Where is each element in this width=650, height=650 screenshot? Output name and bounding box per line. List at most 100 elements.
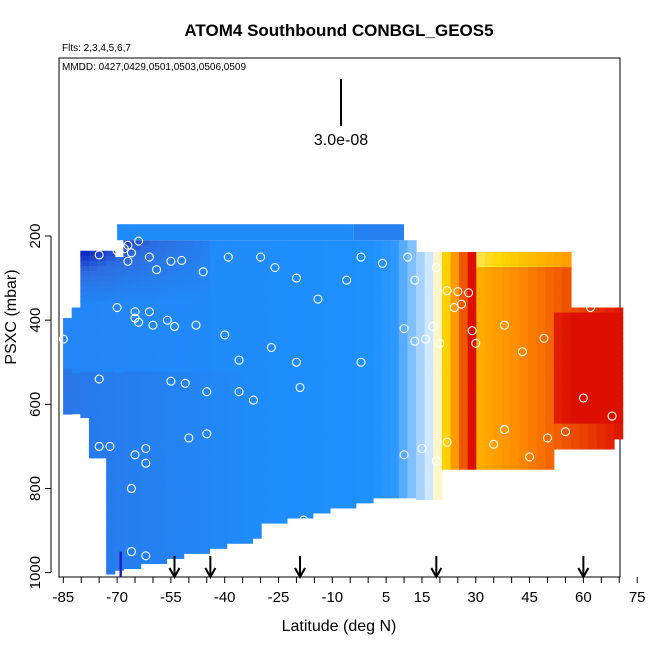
heatmap-cell: [519, 368, 529, 374]
heatmap-cell: [484, 327, 495, 334]
heatmap-cell: [527, 327, 538, 334]
heatmap-cell: [140, 416, 150, 423]
heatmap-cell: [106, 508, 116, 514]
heatmap-cell: [80, 376, 90, 383]
heatmap-cell: [140, 447, 150, 453]
heatmap-cell: [140, 295, 150, 302]
heatmap-cell: [450, 272, 460, 278]
heatmap-cell: [183, 250, 193, 256]
heatmap-cell: [416, 418, 426, 425]
heatmap-cell: [441, 327, 452, 334]
heatmap-cell: [123, 502, 133, 509]
heatmap-cell: [329, 305, 340, 312]
heatmap-cell: [235, 245, 245, 251]
heatmap-cell: [149, 371, 159, 378]
heatmap-cell: [519, 337, 529, 344]
x-tick-label: -55: [160, 589, 182, 606]
heatmap-cell: [140, 462, 150, 469]
heatmap-cell: [536, 443, 546, 450]
heatmap-cell: [312, 442, 322, 448]
heatmap-cell: [502, 383, 512, 389]
heatmap-cell: [536, 373, 546, 379]
heatmap-cell: [226, 315, 236, 322]
heatmap-cell: [80, 281, 90, 287]
heatmap-cell: [80, 306, 90, 312]
heatmap-cell: [484, 368, 495, 374]
heatmap-cell: [536, 277, 546, 283]
heatmap-cell: [536, 322, 546, 329]
heatmap-cell: [355, 351, 365, 357]
heatmap-cell: [321, 472, 331, 479]
heatmap-cell: [510, 368, 520, 374]
heatmap-cell: [545, 347, 555, 354]
heatmap-cell: [372, 452, 383, 458]
heatmap-cell: [467, 358, 477, 364]
heatmap-cell: [416, 423, 426, 430]
heatmap-cell: [321, 361, 331, 368]
heatmap-cell: [364, 285, 374, 292]
heatmap-cell: [519, 413, 529, 420]
heatmap-cell: [157, 315, 167, 322]
heatmap-cell: [192, 452, 202, 458]
heatmap-cell: [183, 310, 193, 317]
heatmap-cell: [312, 502, 322, 509]
heatmap-cell: [226, 310, 236, 317]
heatmap-cell: [226, 492, 236, 499]
heatmap-cell: [372, 305, 383, 312]
heatmap-cell: [175, 442, 185, 448]
heatmap-cell: [381, 381, 391, 388]
heatmap-cell: [243, 336, 254, 342]
heatmap-cell: [321, 437, 331, 443]
heatmap-cell: [527, 352, 538, 359]
heatmap-cell: [166, 356, 176, 362]
heatmap-cell: [88, 447, 99, 454]
heatmap-cell: [424, 292, 434, 299]
heatmap-cell: [510, 272, 520, 278]
heatmap-cell: [123, 452, 133, 458]
heatmap-cell: [192, 275, 202, 282]
heatmap-cell: [441, 393, 452, 400]
heatmap-cell: [261, 326, 271, 332]
heatmap-cell: [252, 437, 262, 443]
heatmap-cell: [286, 240, 297, 246]
heatmap-cell: [510, 332, 520, 339]
heatmap-cell: [157, 416, 167, 423]
heatmap-cell: [398, 346, 409, 352]
heatmap-cell: [502, 453, 512, 460]
observation-point: [202, 429, 212, 439]
y-tick-label: 200: [27, 223, 44, 248]
heatmap-cell: [131, 517, 142, 524]
heatmap-cell: [192, 477, 202, 484]
heatmap-cell: [304, 371, 314, 378]
heatmap-cell: [235, 406, 245, 413]
heatmap-cell: [269, 517, 279, 524]
heatmap-cell: [614, 352, 624, 359]
heatmap-cell: [183, 472, 193, 479]
heatmap-cell: [286, 411, 297, 418]
heatmap-cell: [80, 255, 90, 262]
observation-point: [560, 427, 570, 437]
heatmap-cell: [235, 427, 245, 433]
heatmap-cell: [218, 462, 228, 469]
heatmap-cell: [605, 383, 615, 389]
heatmap-cell: [149, 336, 159, 342]
observation-point: [162, 315, 172, 325]
heatmap-cell: [450, 363, 460, 369]
heatmap-cell: [209, 477, 219, 484]
heatmap-cell: [278, 331, 288, 337]
heatmap-cell: [149, 427, 159, 433]
heatmap-cell: [175, 371, 185, 378]
heatmap-cell: [149, 411, 159, 418]
heatmap-cell: [329, 442, 340, 448]
heatmap-cell: [140, 245, 150, 251]
heatmap-cell: [614, 433, 624, 440]
heatmap-cell: [157, 376, 167, 383]
heatmap-cell: [183, 305, 193, 312]
heatmap-cell: [381, 356, 391, 362]
heatmap-cell: [131, 492, 142, 499]
heatmap-cell: [209, 275, 219, 282]
heatmap-cell: [321, 462, 331, 469]
heatmap-cell: [424, 282, 434, 288]
heatmap-cell: [131, 336, 142, 342]
heatmap-cell: [286, 290, 297, 297]
